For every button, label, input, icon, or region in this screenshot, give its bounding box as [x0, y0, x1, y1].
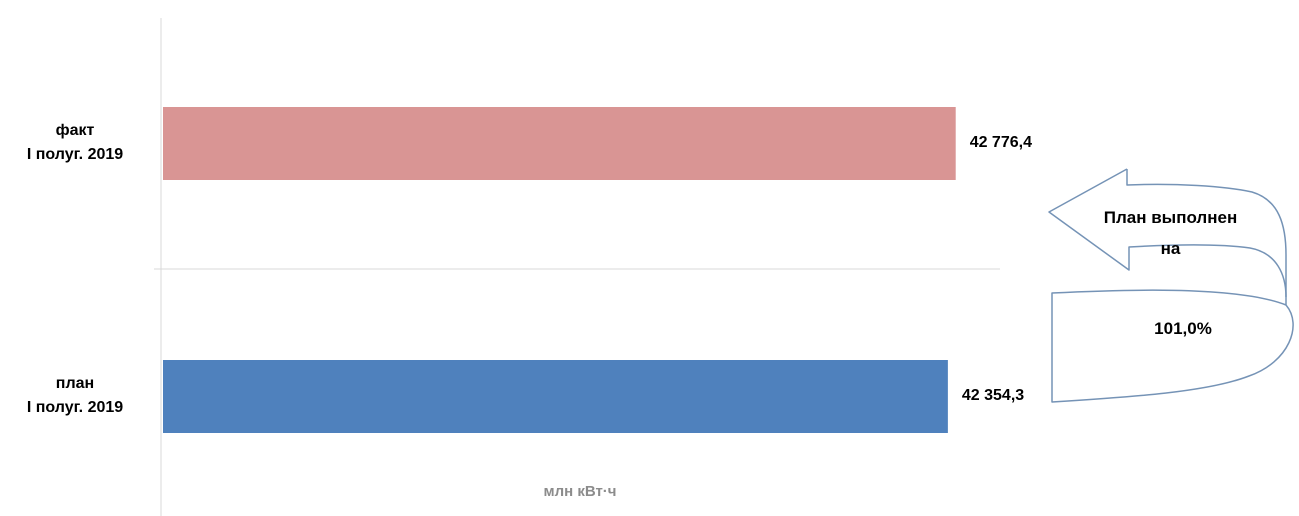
- category-label-plan: план I полуг. 2019: [0, 372, 150, 420]
- category-label-plan-line2: I полуг. 2019: [26, 399, 124, 416]
- bar-plan: [163, 360, 948, 433]
- callout-line2: на: [1160, 239, 1181, 258]
- data-label-plan: 42 354,3: [961, 386, 1025, 404]
- axis-unit-label: млн кВт·ч: [543, 483, 617, 500]
- uturn-arrow-icon: [1048, 168, 1294, 403]
- category-label-fact: факт I полуг. 2019: [0, 119, 150, 167]
- category-label-plan-line1: план: [55, 375, 95, 392]
- callout-text: План выполнен на: [1068, 202, 1273, 264]
- callout-line1: План выполнен: [1103, 208, 1238, 227]
- category-label-fact-line1: факт: [55, 122, 95, 139]
- category-label-fact-line2: I полуг. 2019: [26, 146, 124, 163]
- bar-fact: [163, 107, 956, 180]
- callout-percent: 101,0%: [1154, 319, 1212, 338]
- data-label-fact: 42 776,4: [969, 133, 1032, 151]
- bars-group: [163, 107, 956, 433]
